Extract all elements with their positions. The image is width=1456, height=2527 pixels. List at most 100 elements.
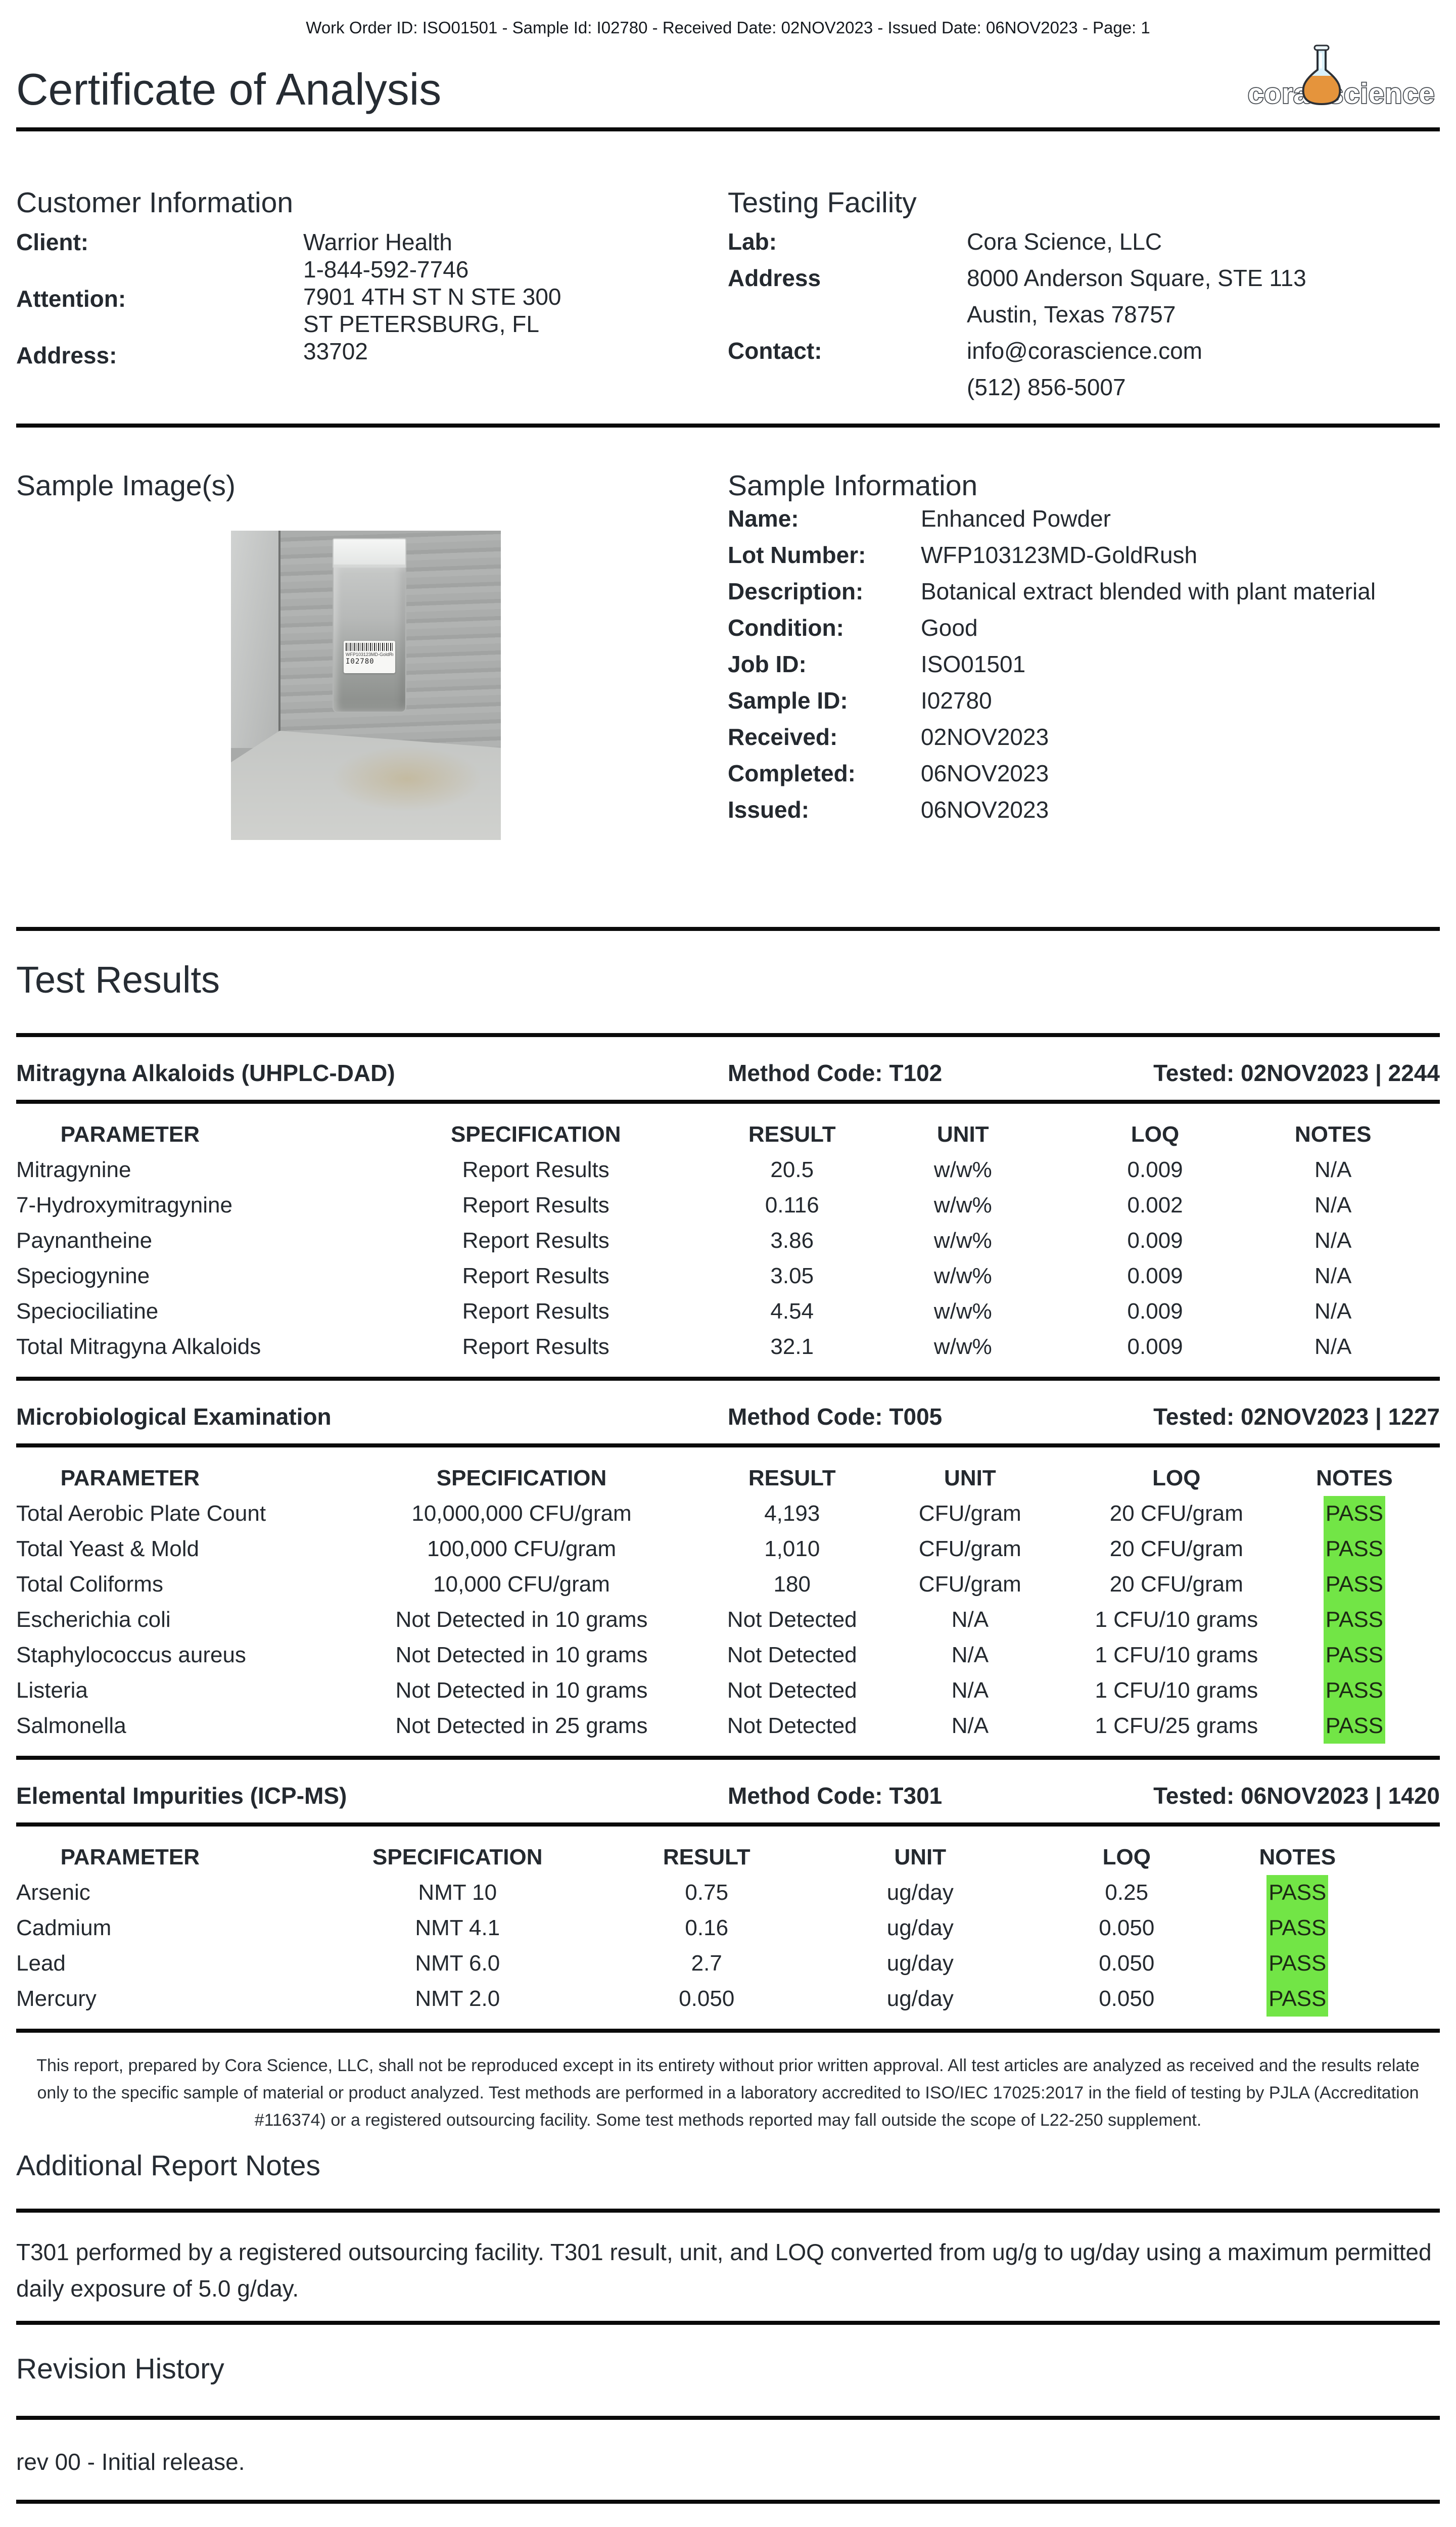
notes-cell: N/A bbox=[1314, 1299, 1352, 1324]
section-divider bbox=[16, 1822, 1440, 1827]
facility-field-row: Lab: Cora Science, LLC bbox=[728, 228, 1440, 265]
customer-field-label: Client: bbox=[16, 229, 89, 255]
notes-cell: N/A bbox=[1314, 1193, 1352, 1218]
column-header: RESULT bbox=[748, 1122, 836, 1147]
sample-info-value: Good bbox=[921, 615, 978, 641]
sample-images-heading: Sample Image(s) bbox=[16, 470, 236, 502]
value-cell: 0.009 bbox=[1127, 1157, 1183, 1182]
sample-photo: WFP103123MD-GoldRush I02780 bbox=[231, 531, 501, 840]
parameter-cell: Lead bbox=[16, 1951, 66, 1976]
sample-bag: WFP103123MD-GoldRush I02780 bbox=[333, 538, 406, 713]
table-row: Lead NMT 6.0 2.7 ug/day 0.050 PASS bbox=[16, 1946, 1440, 1981]
column-header: PARAMETER bbox=[60, 1466, 200, 1490]
logo-graphic: cora science bbox=[1247, 44, 1435, 110]
value-cell: 180 bbox=[773, 1572, 811, 1597]
customer-field-value: 1-844-592-7746 bbox=[303, 256, 469, 283]
additional-report-notes-heading: Additional Report Notes bbox=[16, 2149, 321, 2182]
value-cell: 20.5 bbox=[770, 1157, 814, 1182]
parameter-cell: Mitragynine bbox=[16, 1157, 131, 1182]
parameter-cell: 7-Hydroxymitragynine bbox=[16, 1193, 232, 1218]
value-cell: w/w% bbox=[933, 1334, 992, 1359]
sample-info-label: Name: bbox=[728, 505, 799, 532]
value-cell: ug/day bbox=[886, 1915, 954, 1940]
value-cell: 0.009 bbox=[1127, 1299, 1183, 1324]
column-header: PARAMETER bbox=[60, 1845, 200, 1869]
value-cell: w/w% bbox=[933, 1299, 992, 1324]
photo-floor-stain bbox=[331, 746, 483, 812]
sample-info-row: Issued: 06NOV2023 bbox=[728, 797, 1440, 833]
table-row: Listeria Not Detected in 10 grams Not Dete… bbox=[16, 1673, 1440, 1708]
revision-history-body: rev 00 - Initial release. bbox=[16, 2449, 245, 2475]
value-cell: ug/day bbox=[886, 1951, 954, 1976]
facility-field-row: Austin, Texas 78757 bbox=[728, 301, 1440, 338]
facility-field-value: Austin, Texas 78757 bbox=[967, 301, 1176, 327]
value-cell: CFU/gram bbox=[918, 1536, 1021, 1561]
table-column-headers: PARAMETER SPECIFICATION RESULT UNIT LOQ NOTES bbox=[16, 1840, 1440, 1875]
column-header: LOQ bbox=[1152, 1466, 1201, 1490]
customer-field-value: 33702 bbox=[303, 338, 368, 364]
notes-cell: N/A bbox=[1314, 1228, 1352, 1253]
column-header: LOQ bbox=[1102, 1845, 1151, 1869]
pass-badge: PASS bbox=[1266, 1875, 1329, 1910]
table-name: Microbiological Examination bbox=[16, 1403, 332, 1430]
pass-badge: PASS bbox=[1323, 1602, 1385, 1637]
value-cell: Report Results bbox=[462, 1299, 609, 1324]
value-cell: 2.7 bbox=[691, 1951, 722, 1976]
sample-info-row: Received: 02NOV2023 bbox=[728, 724, 1440, 760]
notes-cell: N/A bbox=[1314, 1334, 1352, 1359]
parameter-cell: Staphylococcus aureus bbox=[16, 1643, 246, 1667]
value-cell: Report Results bbox=[462, 1157, 609, 1182]
sample-section: Sample Image(s) WFP103123MD-GoldRush I02… bbox=[16, 469, 1440, 840]
bag-body: WFP103123MD-GoldRush I02780 bbox=[333, 568, 406, 713]
value-cell: 100,000 CFU/gram bbox=[427, 1536, 617, 1561]
customer-field-label: Attention: bbox=[16, 286, 126, 312]
value-cell: 0.050 bbox=[1099, 1951, 1155, 1976]
value-cell: 10,000,000 CFU/gram bbox=[411, 1501, 632, 1526]
value-cell: ug/day bbox=[886, 1986, 954, 2011]
value-cell: 20 CFU/gram bbox=[1109, 1536, 1243, 1561]
value-cell: 1 CFU/10 grams bbox=[1095, 1678, 1258, 1703]
column-header: SPECIFICATION bbox=[372, 1845, 543, 1869]
table-name: Elemental Impurities (ICP-MS) bbox=[16, 1783, 347, 1809]
work-order-meta-line: Work Order ID: ISO01501 - Sample Id: I02… bbox=[306, 18, 1150, 37]
table-row: 7-Hydroxymitragynine Report Results 0.116 w… bbox=[16, 1188, 1440, 1223]
notes-cell: N/A bbox=[1314, 1157, 1352, 1182]
value-cell: w/w% bbox=[933, 1228, 992, 1253]
section-divider bbox=[16, 2500, 1440, 2504]
sample-info-row: Condition: Good bbox=[728, 615, 1440, 651]
value-cell: 0.009 bbox=[1127, 1228, 1183, 1253]
flask-icon bbox=[1302, 44, 1341, 106]
column-header: UNIT bbox=[894, 1845, 947, 1869]
customer-field-label: Address: bbox=[16, 342, 117, 368]
parameter-cell: Speciociliatine bbox=[16, 1299, 159, 1324]
column-header: NOTES bbox=[1259, 1845, 1336, 1869]
table-method-code: Method Code: T301 bbox=[728, 1783, 943, 1809]
table-tested-date: Tested: 02NOV2023 | 1227 bbox=[1153, 1403, 1440, 1430]
table-name: Mitragyna Alkaloids (UHPLC-DAD) bbox=[16, 1060, 395, 1086]
value-cell: Report Results bbox=[462, 1334, 609, 1359]
value-cell: Not Detected bbox=[727, 1678, 857, 1703]
parameter-cell: Escherichia coli bbox=[16, 1607, 171, 1632]
value-cell: w/w% bbox=[933, 1157, 992, 1182]
facility-field-value: (512) 856-5007 bbox=[967, 374, 1126, 400]
logo-word-science: science bbox=[1328, 77, 1435, 109]
customer-field-value: Warrior Health bbox=[303, 229, 452, 255]
value-cell: 0.050 bbox=[1099, 1986, 1155, 2011]
table-row: Escherichia coli Not Detected in 10 grams… bbox=[16, 1602, 1440, 1637]
pass-badge: PASS bbox=[1266, 1910, 1329, 1946]
sample-info-value: Enhanced Powder bbox=[921, 505, 1111, 532]
value-cell: 1 CFU/10 grams bbox=[1095, 1607, 1258, 1632]
additional-report-notes-body: T301 performed by a registered outsourci… bbox=[16, 2239, 1432, 2302]
column-header: UNIT bbox=[944, 1466, 996, 1490]
table-method-code: Method Code: T005 bbox=[728, 1403, 943, 1430]
facility-field-row: Address 8000 Anderson Square, STE 113 bbox=[728, 265, 1440, 301]
section-divider bbox=[16, 1033, 1440, 1037]
value-cell: 1,010 bbox=[764, 1536, 820, 1561]
table-column-headers: PARAMETER SPECIFICATION RESULT UNIT LOQ NOTES bbox=[16, 1461, 1440, 1496]
sample-info-value: 02NOV2023 bbox=[921, 724, 1049, 750]
parameter-cell: Arsenic bbox=[16, 1880, 90, 1905]
value-cell: Not Detected bbox=[727, 1713, 857, 1738]
value-cell: 0.116 bbox=[765, 1193, 819, 1218]
facility-field-label: Contact: bbox=[728, 338, 822, 364]
table-method-code: Method Code: T102 bbox=[728, 1060, 943, 1086]
